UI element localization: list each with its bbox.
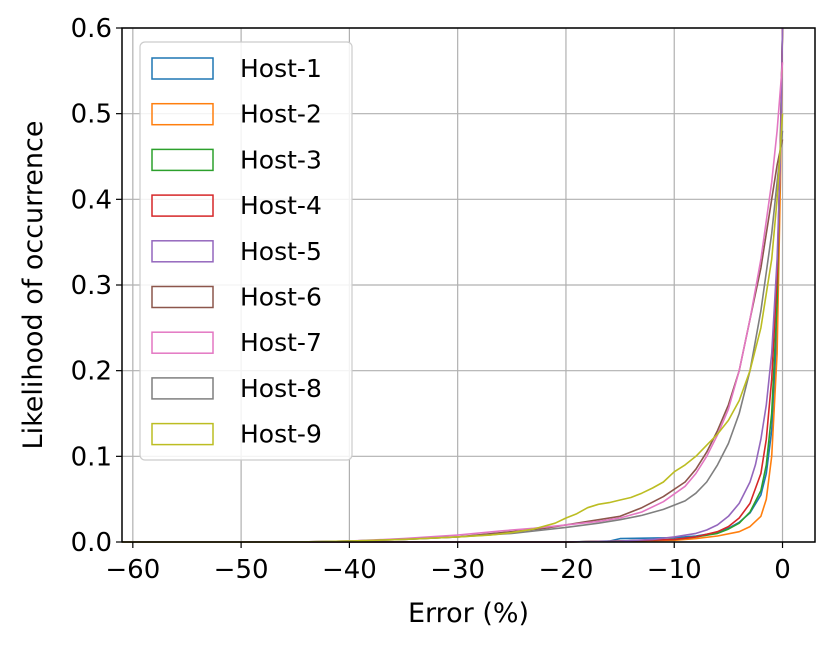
- legend-swatch-7: [151, 331, 214, 354]
- legend-label-2: Host-2: [240, 100, 322, 129]
- legend-swatch-6: [151, 285, 214, 309]
- legend-swatch-2: [151, 102, 214, 126]
- x-tick-label: −50: [214, 555, 269, 585]
- x-tick-label: −40: [322, 555, 377, 585]
- ticks: −60 −50 −40 −30 −20 −10 0 0.0 0.1 0.2 0.3 0.4 0.5 0.6: [71, 14, 791, 585]
- legend: Host-1 Host-2 Host-3 Host-4 Host-5 Host-6 Host…: [139, 41, 353, 461]
- y-tick-label: 0.6: [71, 14, 112, 44]
- legend-box: [139, 41, 353, 461]
- series-line-9: [122, 113, 784, 543]
- legend-label-5: Host-5: [240, 237, 322, 266]
- x-tick-label: 0: [774, 555, 791, 585]
- x-tick-label: −60: [105, 555, 160, 585]
- legend-label-3: Host-3: [240, 145, 322, 174]
- y-axis-title: Likelihood of occurrence: [18, 121, 49, 450]
- series-line-7: [122, 62, 784, 543]
- legend-label-1: Host-1: [240, 54, 322, 83]
- y-tick-label: 0.1: [71, 442, 112, 472]
- legend-swatch-9: [151, 422, 214, 446]
- legend-swatch-3: [151, 148, 214, 172]
- legend-swatch-8: [151, 377, 214, 400]
- legend-swatch-1: [151, 57, 214, 80]
- legend-swatch-5: [151, 240, 214, 263]
- legend-label-6: Host-6: [240, 283, 322, 312]
- x-tick-label: −30: [430, 555, 485, 585]
- legend-label-8: Host-8: [240, 374, 322, 403]
- legend-swatch-4: [151, 194, 214, 217]
- legend-label-9: Host-9: [240, 420, 322, 449]
- y-tick-label: 0.2: [71, 357, 112, 387]
- y-tick-label: 0.4: [71, 185, 112, 215]
- legend-label-7: Host-7: [240, 328, 322, 357]
- x-tick-label: −10: [647, 555, 702, 585]
- y-tick-label: 0.3: [71, 271, 112, 301]
- y-tick-label: 0.5: [71, 100, 112, 130]
- legend-label-4: Host-4: [240, 191, 322, 220]
- x-tick-label: −20: [539, 555, 594, 585]
- x-axis-title: Error (%): [408, 598, 529, 629]
- y-tick-label: 0.0: [71, 528, 112, 558]
